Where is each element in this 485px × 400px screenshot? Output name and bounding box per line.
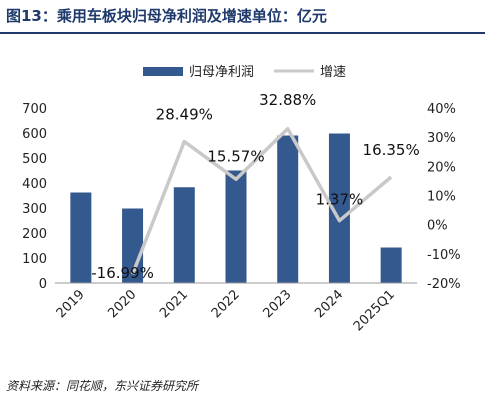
title-underline — [0, 32, 485, 34]
right-axis: -20% -10% 0% 10% 20% 30% 40% — [427, 102, 461, 292]
y-left-tick-1: 100 — [22, 252, 47, 267]
y-right-tick-5: 30% — [427, 131, 456, 146]
bar-2025Q1 — [380, 247, 402, 283]
growth-label-2022: 15.57% — [207, 147, 264, 165]
growth-label-2025Q1: 16.35% — [363, 141, 420, 159]
source-note: 资料来源：同花顺，东兴证券研究所 — [6, 379, 199, 393]
x-tick-2022: 2022 — [209, 287, 243, 321]
legend-label-line: 增速 — [320, 65, 346, 80]
x-tick-2020: 2020 — [105, 287, 139, 321]
growth-label-2020: -16.99% — [91, 264, 154, 282]
x-tick-2025Q1: 2025Q1 — [351, 287, 398, 334]
chart-title: 图13：乘用车板块归母净利润及增速单位：亿元 — [6, 7, 327, 25]
growth-label-2023: 32.88% — [259, 91, 316, 109]
y-right-tick-3: 10% — [427, 190, 456, 205]
y-left-tick-2: 200 — [22, 227, 47, 242]
bar-2022 — [225, 170, 247, 283]
y-right-tick-4: 20% — [427, 160, 456, 175]
bar-2023 — [277, 135, 299, 283]
bar-2019 — [70, 192, 92, 283]
legend-swatch-bar — [143, 67, 183, 76]
x-tick-2021: 2021 — [157, 287, 191, 321]
x-tick-2019: 2019 — [54, 287, 88, 321]
bar-2021 — [173, 187, 195, 283]
line-series — [130, 127, 393, 275]
y-left-tick-0: 0 — [39, 277, 47, 292]
growth-label-2021: 28.49% — [156, 106, 213, 124]
y-left-tick-6: 600 — [22, 127, 47, 142]
x-axis: 2019 2020 2021 2022 2023 2024 2025Q1 — [54, 287, 398, 334]
bar-line-chart: 归母净利润 增速 0 100 200 300 400 500 600 700 -20% -10%… — [22, 65, 461, 334]
left-axis: 0 100 200 300 400 500 600 700 — [22, 102, 47, 292]
legend-label-bar: 归母净利润 — [189, 65, 254, 80]
x-tick-2023: 2023 — [261, 287, 295, 321]
y-left-tick-5: 500 — [22, 152, 47, 167]
y-left-tick-7: 700 — [22, 102, 47, 117]
bar-2024 — [328, 133, 350, 283]
bar-series — [55, 133, 417, 284]
y-right-tick-0: -20% — [427, 277, 461, 292]
growth-line — [130, 127, 393, 275]
legend: 归母净利润 增速 — [143, 65, 346, 80]
y-left-tick-3: 300 — [22, 202, 47, 217]
data-labels: -16.99% 28.49% 15.57% 32.88% 1.37% 16.35% — [91, 91, 419, 282]
y-right-tick-6: 40% — [427, 102, 456, 117]
x-tick-2024: 2024 — [312, 287, 346, 321]
y-right-tick-2: 0% — [427, 219, 448, 234]
y-left-tick-4: 400 — [22, 177, 47, 192]
growth-label-2024: 1.37% — [316, 191, 364, 209]
y-right-tick-1: -10% — [427, 248, 461, 263]
